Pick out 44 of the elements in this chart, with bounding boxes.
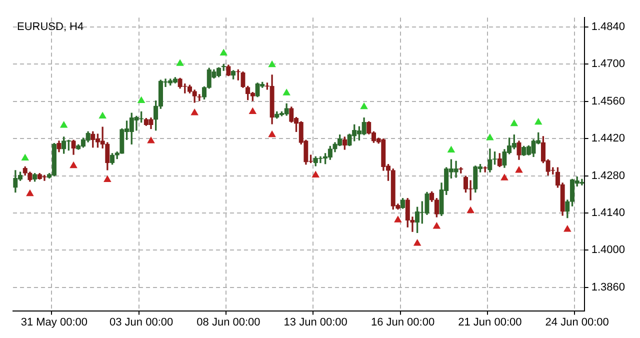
point	[515, 166, 523, 173]
y-tick-label: 1.4420	[591, 132, 626, 145]
point	[70, 162, 78, 168]
y-tick-label: 1.4700	[591, 58, 626, 70]
point	[394, 216, 402, 222]
point	[312, 171, 320, 178]
point	[22, 154, 29, 160]
x-tick-label: 08 Jun 00:00	[196, 316, 260, 328]
point	[99, 112, 106, 118]
point	[147, 136, 155, 144]
point	[268, 130, 276, 138]
point	[534, 118, 542, 125]
y-tick-label: 1.4840	[591, 20, 626, 33]
y-tick-label: 1.3860	[591, 281, 626, 294]
x-tick-label: 24 Jun 00:00	[545, 316, 609, 328]
point	[268, 60, 276, 68]
point	[564, 225, 571, 232]
point	[26, 190, 34, 196]
point	[249, 108, 256, 114]
point	[283, 89, 290, 96]
point	[360, 102, 368, 110]
x-tick-label: 13 Jun 00:00	[284, 316, 348, 328]
point	[414, 240, 421, 246]
point	[510, 120, 518, 126]
chart-title: EURUSD, H4	[17, 21, 84, 34]
x-tick-label: 31 May 00:00	[20, 316, 88, 328]
point	[433, 222, 440, 229]
x-tick-label: 16 Jun 00:00	[370, 316, 435, 328]
point	[176, 60, 184, 66]
point	[138, 96, 145, 104]
x-tick-label: 03 Jun 00:00	[110, 316, 174, 328]
x-tick-label: 21 Jun 00:00	[458, 316, 522, 328]
y-tick-label: 1.4560	[591, 95, 626, 108]
point	[60, 122, 68, 128]
point	[500, 174, 508, 180]
point	[448, 146, 455, 152]
point	[191, 109, 198, 116]
point	[486, 134, 494, 140]
point	[467, 206, 474, 214]
point	[104, 176, 111, 182]
y-tick-label: 1.4000	[591, 244, 626, 256]
y-tick-label: 1.4280	[591, 170, 626, 182]
point	[220, 49, 228, 56]
y-tick-label: 1.4140	[591, 207, 626, 220]
